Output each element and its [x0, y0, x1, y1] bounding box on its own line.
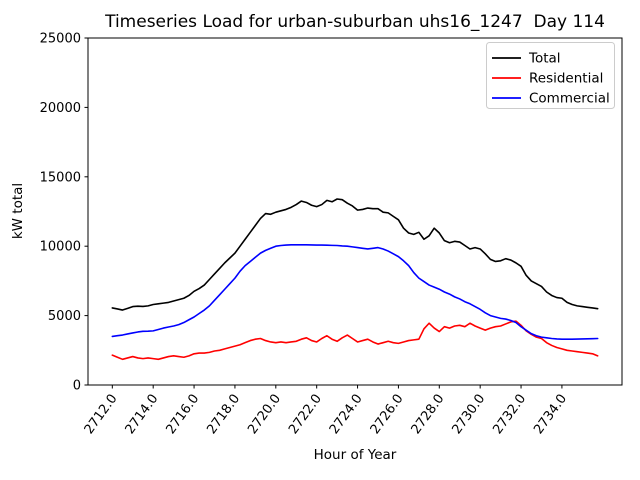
series-line-total: [111, 198, 599, 311]
y-tick-label: 20000: [40, 101, 81, 116]
series-line-commercial: [111, 244, 599, 341]
legend-label-commercial: Commercial: [529, 91, 610, 107]
legend: Total Residential Commercial: [486, 42, 615, 109]
x-tick-label: 2720.0: [245, 392, 284, 438]
x-tick-label: 2734.0: [531, 392, 570, 438]
y-axis-label: kW total: [10, 183, 26, 239]
x-tick-label: 2718.0: [204, 392, 243, 438]
y-axis-ticks: 0 5000 10000 15000 20000 25000: [40, 32, 88, 394]
legend-label-total: Total: [528, 51, 561, 67]
y-tick-label: 5000: [48, 309, 81, 324]
x-axis-ticks: 2712.0 2714.0 2716.0 2718.0 2720.0 2722.0 2724…: [82, 385, 570, 437]
legend-box: [486, 42, 615, 109]
y-tick-label: 10000: [40, 240, 81, 255]
x-tick-label: 2726.0: [368, 392, 407, 438]
x-tick-label: 2714.0: [123, 392, 162, 438]
x-tick-label: 2724.0: [327, 392, 366, 438]
x-tick-label: 2728.0: [409, 392, 448, 438]
legend-entry-total: Total: [492, 51, 561, 67]
x-tick-label: 2712.0: [82, 392, 121, 438]
x-tick-label: 2716.0: [163, 392, 202, 438]
y-tick-label: 0: [73, 379, 81, 394]
series-lines: [111, 198, 599, 361]
chart-title: Timeseries Load for urban-suburban uhs16…: [104, 12, 605, 32]
x-tick-label: 2722.0: [286, 392, 325, 438]
x-tick-label: 2732.0: [490, 392, 529, 438]
y-tick-label: 25000: [40, 32, 81, 47]
x-axis-label: Hour of Year: [314, 447, 397, 463]
legend-entry-commercial: Commercial: [492, 91, 610, 107]
x-tick-label: 2730.0: [450, 392, 489, 438]
legend-entry-residential: Residential: [492, 71, 603, 87]
legend-label-residential: Residential: [529, 71, 603, 87]
series-line-residential: [111, 320, 599, 361]
y-tick-label: 15000: [40, 170, 81, 185]
